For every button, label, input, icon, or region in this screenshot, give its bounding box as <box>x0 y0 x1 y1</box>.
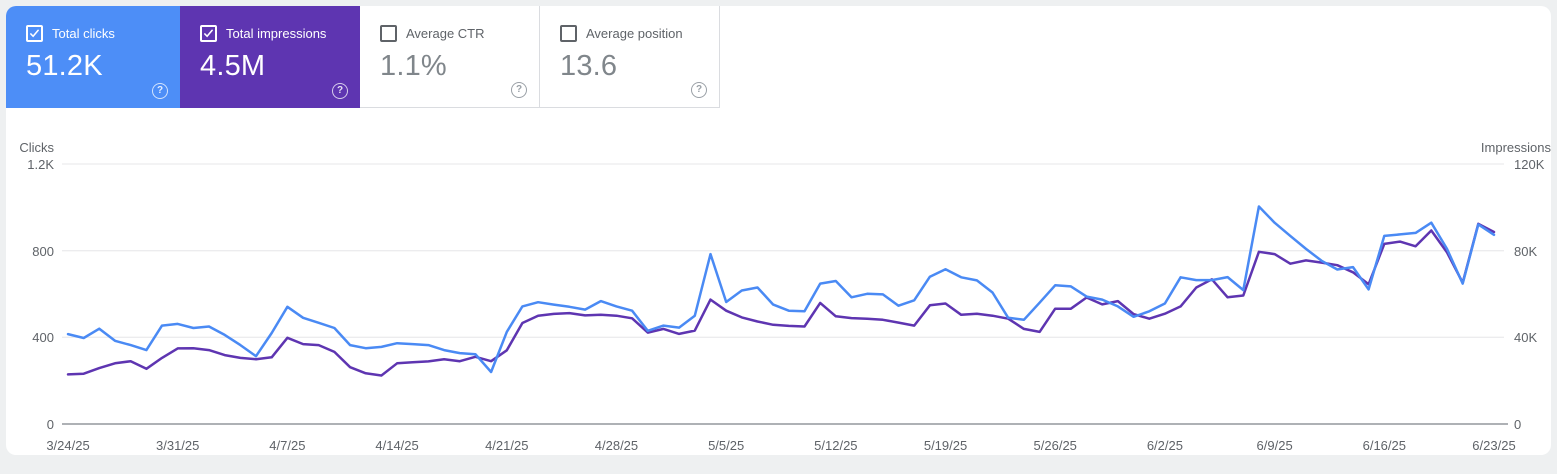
y-tick-label: 0 <box>1514 417 1522 432</box>
checkbox-checked-icon[interactable] <box>26 25 43 42</box>
x-tick-label: 4/14/25 <box>375 438 419 453</box>
right-axis-title: Impressions <box>1480 140 1551 155</box>
x-tick-label: 5/26/25 <box>1033 438 1077 453</box>
x-tick-label: 6/16/25 <box>1362 438 1406 453</box>
x-tick-label: 5/12/25 <box>814 438 858 453</box>
metric-label: Total impressions <box>226 26 327 41</box>
help-icon[interactable]: ? <box>332 83 348 99</box>
series-clicks-line <box>66 205 1496 374</box>
y-tick-label: 40K <box>1514 330 1538 346</box>
check-icon <box>204 29 213 38</box>
metric-value: 51.2K <box>26 50 103 82</box>
metric-cards: Total clicks 51.2K ? Total impressions 4… <box>6 6 720 108</box>
x-tick-label: 5/19/25 <box>923 438 968 453</box>
line-chart-svg <box>62 163 1508 425</box>
x-tick-label: 3/31/25 <box>156 438 200 453</box>
x-tick-label: 6/2/25 <box>1146 438 1183 453</box>
metric-value: 1.1% <box>380 50 447 82</box>
performance-card: Total clicks 51.2K ? Total impressions 4… <box>6 6 1551 455</box>
x-tick-label: 3/24/25 <box>46 438 90 453</box>
checkbox-unchecked-icon[interactable] <box>560 25 577 42</box>
metric-card-total-impressions[interactable]: Total impressions 4.5M ? <box>180 6 360 108</box>
metric-label: Average CTR <box>406 26 485 41</box>
x-tick-label: 6/9/25 <box>1256 438 1293 453</box>
metric-value: 4.5M <box>200 50 266 82</box>
metric-value: 13.6 <box>560 50 618 82</box>
metric-label: Average position <box>586 26 683 41</box>
y-tick-label: 80K <box>1514 243 1538 259</box>
x-tick-label: 4/7/25 <box>269 438 306 453</box>
help-icon[interactable]: ? <box>691 82 707 98</box>
x-tick-label: 4/21/25 <box>485 438 529 453</box>
metric-label: Total clicks <box>52 26 115 41</box>
x-tick-label: 4/28/25 <box>594 438 639 453</box>
help-icon[interactable]: ? <box>152 83 168 99</box>
left-axis-title: Clicks <box>19 140 54 155</box>
help-icon[interactable]: ? <box>511 82 527 98</box>
x-tick-label: 6/23/25 <box>1472 438 1516 453</box>
y-tick-label: 400 <box>32 330 54 346</box>
y-tick-label: 800 <box>32 243 54 259</box>
checkbox-checked-icon[interactable] <box>200 25 217 42</box>
y-tick-label: 1.2K <box>27 157 54 172</box>
metric-card-average-position[interactable]: Average position 13.6 ? <box>540 6 720 108</box>
metric-card-total-clicks[interactable]: Total clicks 51.2K ? <box>6 6 180 108</box>
checkbox-unchecked-icon[interactable] <box>380 25 397 42</box>
y-tick-label: 120K <box>1514 157 1545 172</box>
metric-card-average-ctr[interactable]: Average CTR 1.1% ? <box>360 6 540 108</box>
series-impressions-line <box>66 222 1496 377</box>
x-tick-label: 5/5/25 <box>708 438 745 453</box>
check-icon <box>30 29 39 38</box>
y-tick-label: 0 <box>46 417 54 432</box>
